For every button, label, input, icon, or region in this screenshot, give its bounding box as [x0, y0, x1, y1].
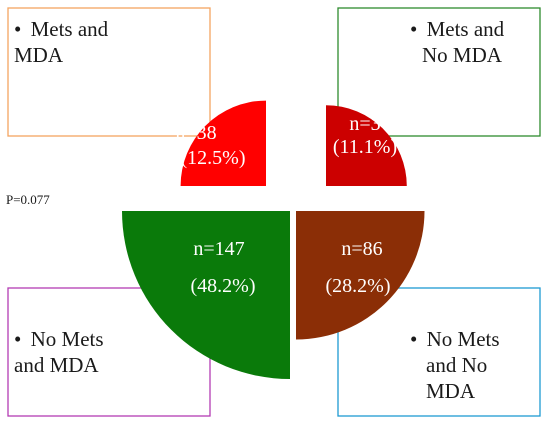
legend-box-mets-nomda	[337, 7, 541, 137]
legend-text-nomets-nomda: • No Mets and No MDA	[410, 327, 505, 403]
slice-n-label: n=34	[349, 113, 390, 135]
slice-n-label: n=86	[341, 238, 382, 260]
category-line: MDA	[426, 379, 476, 403]
category-line: and No	[426, 353, 487, 377]
category-line: No MDA	[422, 43, 503, 67]
bullet: •	[14, 17, 21, 41]
category-line: MDA	[14, 43, 64, 67]
category-line: No Mets	[427, 327, 500, 351]
slice-pct-label: (11.1%)	[333, 136, 397, 158]
legend-text-mets-mda: • Mets and MDA	[14, 17, 113, 67]
bullet: •	[410, 17, 417, 41]
bullet: •	[410, 327, 417, 351]
slice-n-label: n=38	[175, 122, 216, 144]
legend-text-nomets-mda: • No Mets and MDA	[14, 327, 109, 377]
category-line: Mets and	[427, 17, 505, 41]
pie-slice-mets-mda	[180, 100, 266, 186]
p-value-label: P=0.077	[6, 192, 50, 207]
pie-slice-nomets-nomda	[296, 211, 425, 340]
slice-pct-label: (12.5%)	[181, 147, 246, 169]
category-line: No Mets	[31, 327, 104, 351]
slice-pct-label: (48.2%)	[191, 275, 256, 297]
legend-text-mets-nomda: • Mets and No MDA	[410, 17, 509, 67]
slice-pct-label: (28.2%)	[326, 275, 391, 297]
bullet: •	[14, 327, 21, 351]
slice-n-label: n=147	[193, 238, 244, 260]
category-line: and MDA	[14, 353, 99, 377]
legend-box-mets-mda	[7, 7, 211, 137]
pie-slice-mets-nomda	[326, 105, 407, 186]
legend-box-nomets-nomda	[337, 287, 541, 417]
category-line: Mets and	[31, 17, 109, 41]
pie-slice-nomets-mda	[122, 211, 290, 379]
